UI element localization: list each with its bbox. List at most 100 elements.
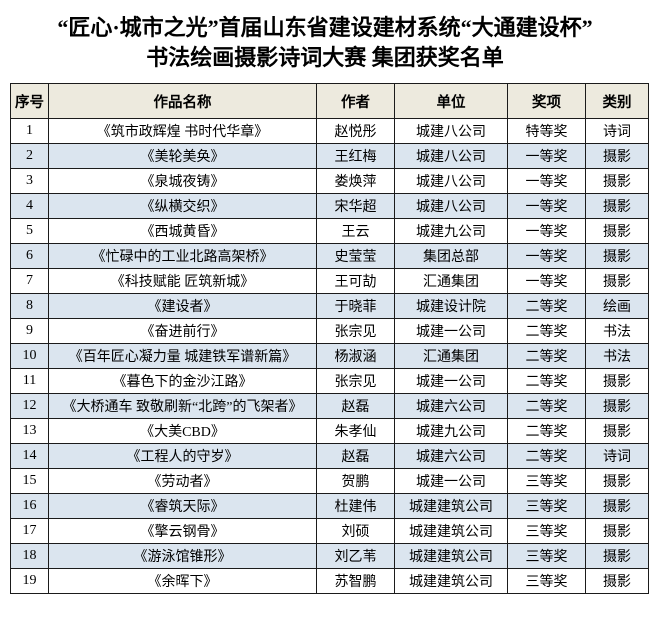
cell-unit: 汇通集团	[394, 343, 508, 369]
table-header-row: 序号 作品名称 作者 单位 奖项 类别	[10, 83, 649, 119]
cell-category: 摄影	[585, 418, 649, 444]
cell-work-title: 《忙碌中的工业北路高架桥》	[48, 243, 317, 269]
cell-work-title: 《西城黄昏》	[48, 218, 317, 244]
cell-award: 三等奖	[507, 543, 586, 569]
page-title: “匠心·城市之光”首届山东省建设建材系统“大通建设杯” 书法绘画摄影诗词大赛 集…	[4, 13, 646, 73]
cell-work-title: 《科技赋能 匠筑新城》	[48, 268, 317, 294]
cell-unit: 城建建筑公司	[394, 568, 508, 594]
cell-index: 19	[10, 568, 49, 594]
cell-index: 3	[10, 168, 49, 194]
cell-category: 摄影	[585, 568, 649, 594]
cell-author: 杜建伟	[316, 493, 395, 519]
cell-work-title: 《奋进前行》	[48, 318, 317, 344]
cell-award: 一等奖	[507, 218, 586, 244]
cell-unit: 城建八公司	[394, 193, 508, 219]
column-header-work: 作品名称	[48, 83, 317, 119]
cell-unit: 城建一公司	[394, 318, 508, 344]
table-row: 2 《美轮美奂》 王红梅 城建八公司 一等奖 摄影	[10, 143, 649, 169]
cell-work-title: 《大桥通车 致敬刷新“北跨”的飞架者》	[48, 393, 317, 419]
cell-unit: 城建建筑公司	[394, 518, 508, 544]
table-row: 12 《大桥通车 致敬刷新“北跨”的飞架者》 赵磊 城建六公司 二等奖 摄影	[10, 393, 649, 419]
cell-index: 10	[10, 343, 49, 369]
cell-author: 赵磊	[316, 443, 395, 469]
cell-unit: 城建八公司	[394, 143, 508, 169]
cell-unit: 城建九公司	[394, 418, 508, 444]
cell-work-title: 《暮色下的金沙江路》	[48, 368, 317, 394]
table-row: 8 《建设者》 于晓菲 城建设计院 二等奖 绘画	[10, 293, 649, 319]
cell-award: 一等奖	[507, 168, 586, 194]
cell-author: 宋华超	[316, 193, 395, 219]
cell-award: 二等奖	[507, 368, 586, 394]
cell-category: 书法	[585, 343, 649, 369]
cell-category: 摄影	[585, 243, 649, 269]
table-row: 16 《睿筑天际》 杜建伟 城建建筑公司 三等奖 摄影	[10, 493, 649, 519]
cell-category: 摄影	[585, 143, 649, 169]
table-row: 3 《泉城夜铸》 娄焕萍 城建八公司 一等奖 摄影	[10, 168, 649, 194]
table-row: 10 《百年匠心凝力量 城建铁军谱新篇》 杨淑涵 汇通集团 二等奖 书法	[10, 343, 649, 369]
cell-award: 二等奖	[507, 443, 586, 469]
table-row: 15 《劳动者》 贺鹏 城建一公司 三等奖 摄影	[10, 468, 649, 494]
table-row: 7 《科技赋能 匠筑新城》 王可劼 汇通集团 一等奖 摄影	[10, 268, 649, 294]
cell-award: 一等奖	[507, 193, 586, 219]
cell-work-title: 《美轮美奂》	[48, 143, 317, 169]
table-row: 18 《游泳馆锥形》 刘乙苇 城建建筑公司 三等奖 摄影	[10, 543, 649, 569]
cell-index: 4	[10, 193, 49, 219]
column-header-award: 奖项	[507, 83, 586, 119]
cell-author: 王云	[316, 218, 395, 244]
cell-author: 史莹莹	[316, 243, 395, 269]
cell-work-title: 《泉城夜铸》	[48, 168, 317, 194]
cell-category: 摄影	[585, 518, 649, 544]
cell-category: 诗词	[585, 118, 649, 144]
cell-category: 摄影	[585, 543, 649, 569]
cell-work-title: 《劳动者》	[48, 468, 317, 494]
cell-award: 三等奖	[507, 568, 586, 594]
awards-table-body: 1 《筑市政辉煌 书时代华章》 赵悦彤 城建八公司 特等奖 诗词 2 《美轮美奂》 王红梅 城建八…	[10, 118, 649, 594]
cell-index: 7	[10, 268, 49, 294]
column-header-author: 作者	[316, 83, 395, 119]
cell-award: 一等奖	[507, 243, 586, 269]
table-row: 6 《忙碌中的工业北路高架桥》 史莹莹 集团总部 一等奖 摄影	[10, 243, 649, 269]
cell-index: 16	[10, 493, 49, 519]
cell-work-title: 《擎云钢骨》	[48, 518, 317, 544]
cell-category: 摄影	[585, 218, 649, 244]
table-row: 4 《纵横交织》 宋华超 城建八公司 一等奖 摄影	[10, 193, 649, 219]
cell-index: 14	[10, 443, 49, 469]
cell-unit: 城建八公司	[394, 118, 508, 144]
cell-index: 5	[10, 218, 49, 244]
cell-unit: 集团总部	[394, 243, 508, 269]
cell-award: 二等奖	[507, 418, 586, 444]
cell-author: 杨淑涵	[316, 343, 395, 369]
cell-author: 赵悦彤	[316, 118, 395, 144]
cell-category: 摄影	[585, 193, 649, 219]
cell-index: 8	[10, 293, 49, 319]
cell-award: 特等奖	[507, 118, 586, 144]
cell-work-title: 《纵横交织》	[48, 193, 317, 219]
cell-unit: 城建一公司	[394, 368, 508, 394]
cell-unit: 城建设计院	[394, 293, 508, 319]
cell-index: 13	[10, 418, 49, 444]
cell-author: 张宗见	[316, 368, 395, 394]
cell-unit: 城建六公司	[394, 443, 508, 469]
cell-work-title: 《游泳馆锥形》	[48, 543, 317, 569]
cell-unit: 城建建筑公司	[394, 543, 508, 569]
cell-author: 娄焕萍	[316, 168, 395, 194]
cell-index: 18	[10, 543, 49, 569]
cell-category: 摄影	[585, 268, 649, 294]
table-row: 13 《大美CBD》 朱孝仙 城建九公司 二等奖 摄影	[10, 418, 649, 444]
cell-index: 17	[10, 518, 49, 544]
cell-unit: 城建一公司	[394, 468, 508, 494]
cell-category: 书法	[585, 318, 649, 344]
table-row: 14 《工程人的守岁》 赵磊 城建六公司 二等奖 诗词	[10, 443, 649, 469]
cell-author: 朱孝仙	[316, 418, 395, 444]
cell-work-title: 《大美CBD》	[48, 418, 317, 444]
cell-index: 9	[10, 318, 49, 344]
cell-category: 摄影	[585, 168, 649, 194]
cell-award: 一等奖	[507, 143, 586, 169]
cell-author: 王红梅	[316, 143, 395, 169]
cell-index: 11	[10, 368, 49, 394]
cell-author: 赵磊	[316, 393, 395, 419]
page-title-line2: 书法绘画摄影诗词大赛 集团获奖名单	[146, 45, 504, 70]
cell-author: 王可劼	[316, 268, 395, 294]
cell-index: 12	[10, 393, 49, 419]
cell-award: 二等奖	[507, 293, 586, 319]
